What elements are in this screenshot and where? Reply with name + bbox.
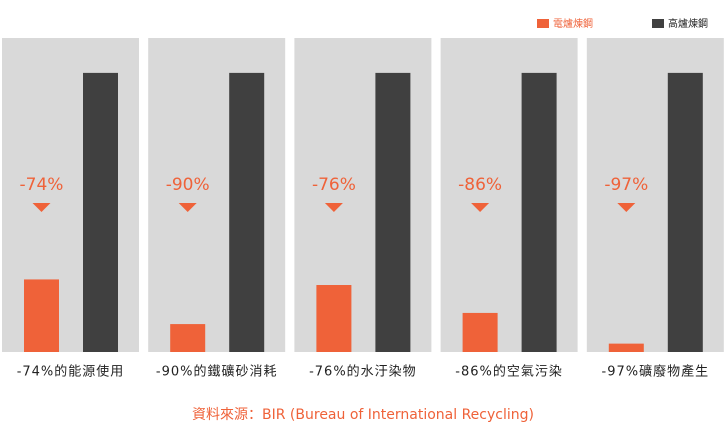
bar (667, 72, 703, 352)
panel (2, 38, 139, 352)
annotation: -90% (166, 175, 210, 195)
legend-swatch (652, 19, 664, 28)
legend-label: 電爐煉鋼 (553, 17, 593, 30)
bar (229, 72, 265, 352)
bar (608, 343, 644, 352)
source: 資料來源：BIR (Bureau of International Recycl… (192, 407, 534, 423)
annotation-arrow (32, 203, 51, 212)
bar (170, 324, 206, 352)
annotation: -86% (458, 175, 502, 195)
legend-label: 高爐煉鋼 (668, 17, 708, 30)
annotation: -74% (20, 175, 64, 195)
bar (375, 72, 411, 352)
legend-swatch (537, 19, 549, 28)
annotation: -76% (312, 175, 356, 195)
annotation-arrow (471, 203, 490, 212)
panel (148, 38, 286, 352)
annotation-arrow (178, 203, 197, 212)
x-tick-label: -90%的鐵礦砂消耗 (156, 364, 278, 380)
x-tick-label: -74%的能源使用 (17, 364, 125, 380)
panel (586, 38, 724, 352)
annotation-arrow (617, 203, 636, 212)
panel (440, 38, 578, 352)
panel (294, 38, 432, 352)
bar (24, 279, 59, 352)
bar (462, 312, 498, 352)
bar (83, 72, 118, 352)
bar (521, 72, 557, 352)
x-tick-label: -86%的空氣污染 (455, 364, 563, 380)
x-tick-label: -76%的水汙染物 (309, 364, 417, 380)
annotation: -97% (604, 175, 648, 195)
bar (316, 285, 352, 352)
annotation-arrow (324, 203, 343, 212)
x-tick-label: -97%礦廢物產生 (602, 364, 710, 380)
